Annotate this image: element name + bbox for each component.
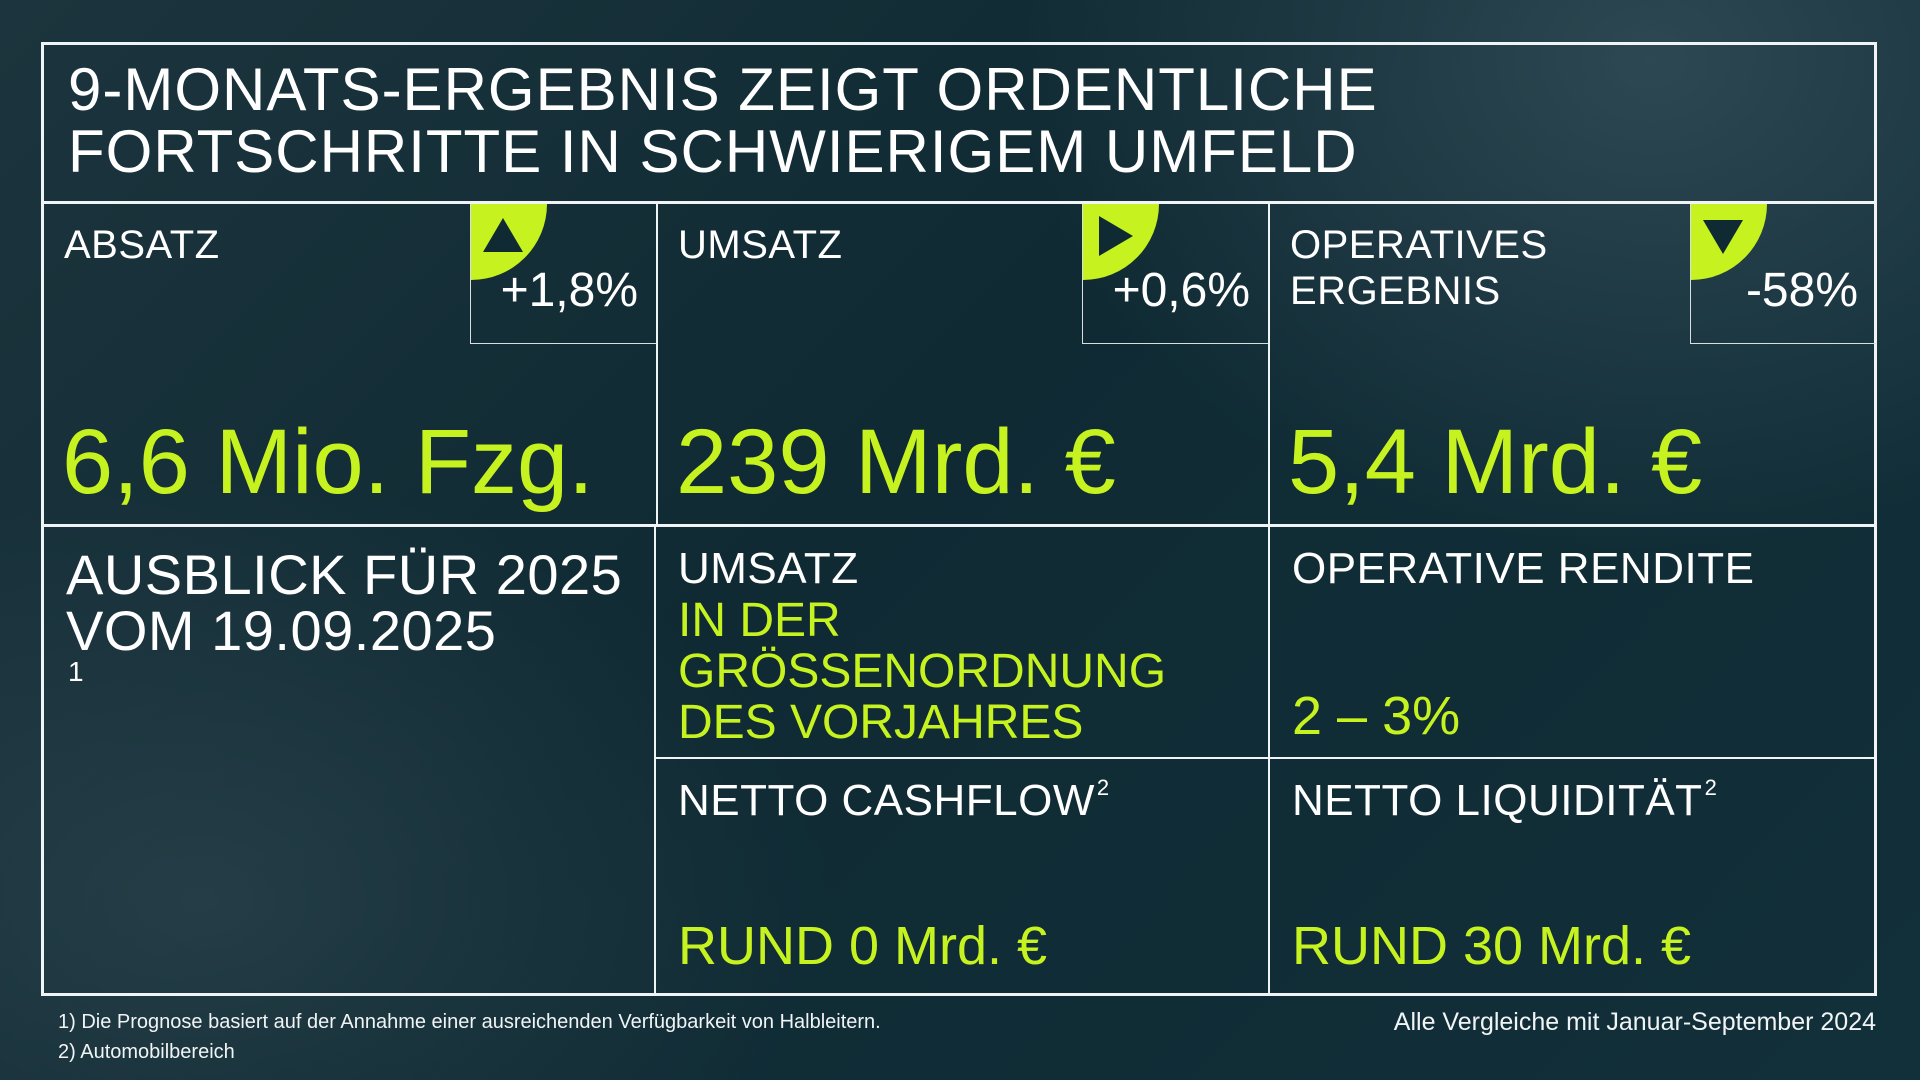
outlook-operating-margin-label: OPERATIVE RENDITE (1292, 544, 1755, 593)
outlook-net-cashflow: NETTO CASHFLOW2 RUND 0 Mrd. € (656, 757, 1268, 993)
headline-line-2: FORTSCHRITTE IN SCHWIERIGEM UMFELD (68, 118, 1358, 185)
kpi-revenue-change-badge: +0,6% (1082, 204, 1268, 344)
outlook-row: AUSBLICK FÜR 2025 VOM 19.09.2025 1 UMSATZ… (44, 527, 1874, 993)
kpi-revenue: UMSATZ +0,6% 239 Mrd. € (656, 204, 1268, 524)
outlook-panel: AUSBLICK FÜR 2025 VOM 19.09.2025 1 (44, 527, 656, 993)
kpi-revenue-change: +0,6% (1112, 264, 1250, 317)
kpi-operating-result-value: 5,4 Mrd. € (1288, 411, 1703, 513)
kpi-sales: ABSATZ +1,8% 6,6 Mio. Fzg. (44, 204, 656, 524)
kpi-sales-change-badge: +1,8% (470, 204, 656, 344)
headline-line-1: 9-MONATS-ERGEBNIS ZEIGT ORDENTLICHE (68, 56, 1378, 123)
outlook-net-cashflow-value: RUND 0 Mrd. € (678, 916, 1048, 976)
kpi-sales-value: 6,6 Mio. Fzg. (62, 411, 594, 513)
comparison-note: Alle Vergleiche mit Januar-September 202… (1393, 1008, 1876, 1036)
outlook-net-liquidity-label: NETTO LIQUIDITÄT2 (1292, 775, 1718, 825)
kpi-sales-change: +1,8% (500, 264, 638, 317)
outlook-net-liquidity: NETTO LIQUIDITÄT2 RUND 30 Mrd. € (1268, 757, 1874, 993)
footnote-ref-2: 2 (1096, 775, 1110, 801)
kpi-operating-result-label: OPERATIVES ERGEBNIS (1290, 223, 1548, 313)
triangle-down-icon (1703, 220, 1743, 254)
kpi-operating-result-change-badge: -58% (1690, 204, 1876, 344)
outlook-net-liquidity-value: RUND 30 Mrd. € (1292, 916, 1692, 976)
footnote-1: 1) Die Prognose basiert auf der Annahme … (58, 1011, 881, 1033)
triangle-up-icon (483, 218, 523, 252)
triangle-right-icon (1099, 216, 1133, 256)
outlook-revenue: UMSATZ IN DER GRÖSSENORDNUNG DES VORJAHR… (656, 527, 1268, 757)
kpi-operating-result-change: -58% (1745, 264, 1858, 317)
kpi-row: ABSATZ +1,8% 6,6 Mio. Fzg. UMSATZ +0 (44, 204, 1876, 527)
outlook-revenue-label: UMSATZ (678, 544, 859, 593)
outlook-operating-margin-value: 2 – 3% (1292, 686, 1461, 746)
footnote-ref-1: 1 (68, 655, 85, 687)
kpi-revenue-value: 239 Mrd. € (676, 411, 1116, 513)
dashboard-frame: 9-MONATS-ERGEBNIS ZEIGT ORDENTLICHE FORT… (41, 42, 1877, 996)
kpi-operating-result: OPERATIVES ERGEBNIS -58% 5,4 Mrd. € (1268, 204, 1876, 524)
footnote-ref-2: 2 (1704, 775, 1718, 801)
footnotes: 1) Die Prognose basiert auf der Annahme … (58, 1007, 881, 1067)
outlook-operating-margin: OPERATIVE RENDITE 2 – 3% (1268, 527, 1874, 757)
outlook-title: AUSBLICK FÜR 2025 VOM 19.09.2025 1 (66, 543, 623, 687)
headline: 9-MONATS-ERGEBNIS ZEIGT ORDENTLICHE FORT… (44, 45, 1874, 204)
kpi-revenue-label: UMSATZ (678, 223, 843, 267)
outlook-net-cashflow-label: NETTO CASHFLOW2 (678, 775, 1110, 825)
outlook-revenue-value: IN DER GRÖSSENORDNUNG DES VORJAHRES (678, 594, 1167, 749)
kpi-sales-label: ABSATZ (64, 223, 220, 267)
footnote-2: 2) Automobilbereich (58, 1041, 235, 1063)
